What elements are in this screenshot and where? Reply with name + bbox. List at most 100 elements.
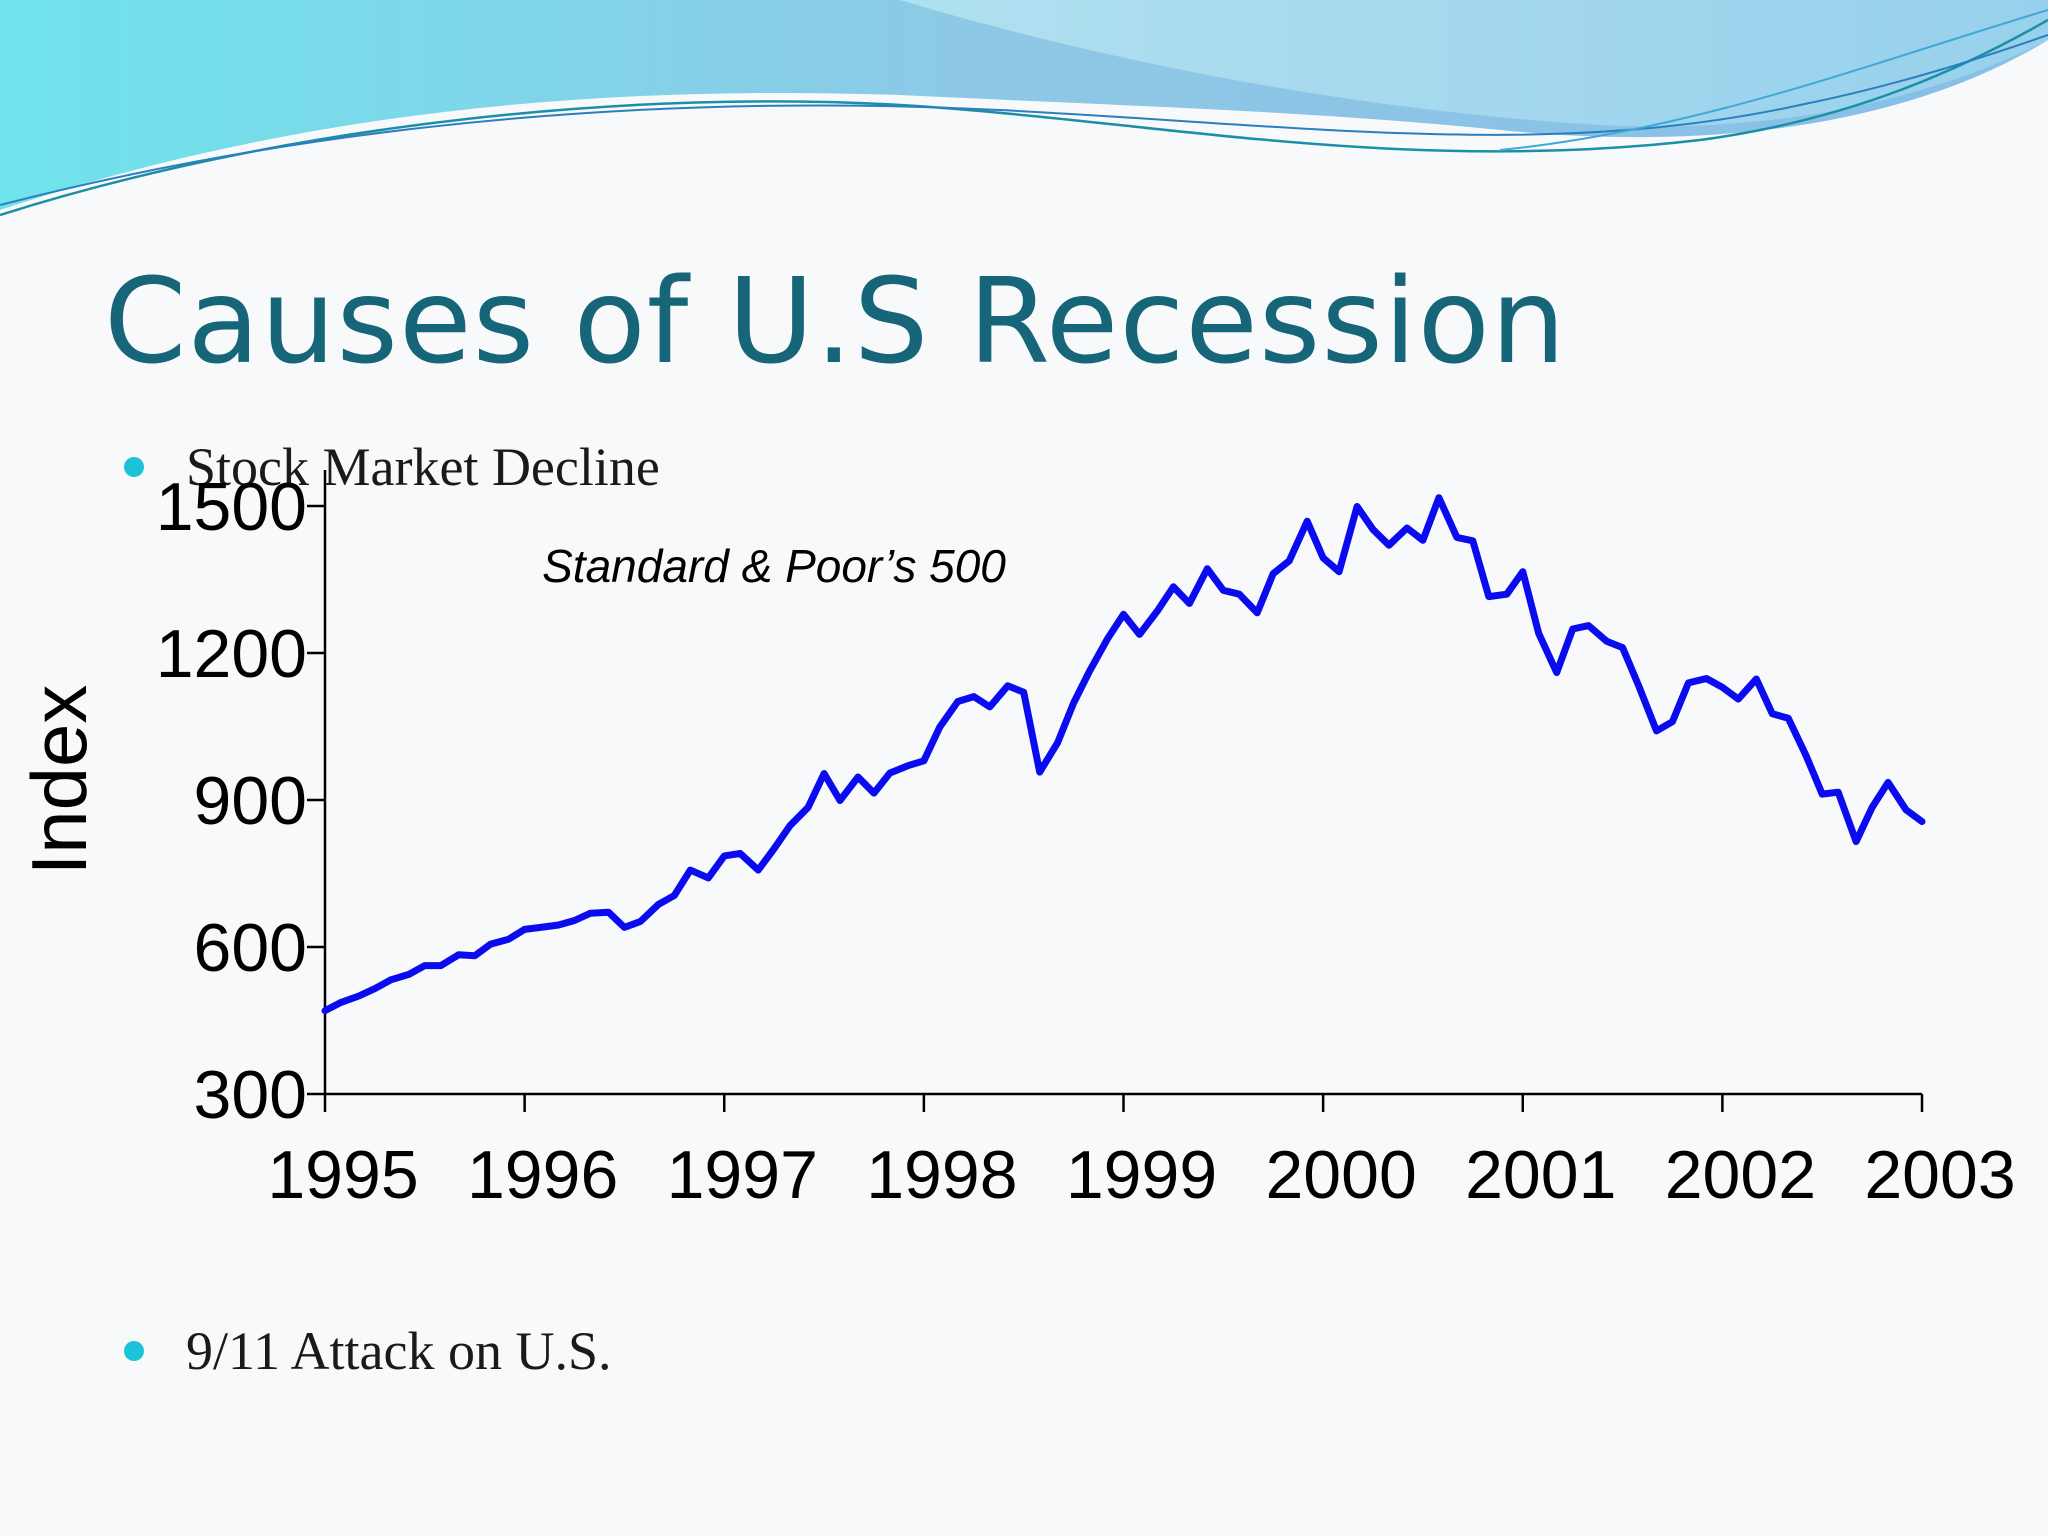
data-point xyxy=(1123,613,1124,615)
slide-title: Causes of U.S Recession xyxy=(104,252,1567,390)
data-point xyxy=(458,954,460,956)
x-tick-label: 1997 xyxy=(667,1137,818,1213)
data-point xyxy=(623,926,625,928)
data-point xyxy=(608,911,609,913)
data-point xyxy=(574,920,575,921)
data-point xyxy=(1755,678,1757,680)
data-point xyxy=(1073,702,1075,704)
data-point xyxy=(374,988,376,990)
bullet-item: 9/11 Attack on U.S. xyxy=(124,1320,612,1382)
x-tick-label: 2003 xyxy=(1864,1137,2015,1213)
data-point xyxy=(1472,540,1474,542)
chart-ticks: 1995 1996 1997 1998 1999 2000 2001 2002 2003 1500… xyxy=(156,469,2016,1213)
data-point xyxy=(1837,791,1839,793)
chart-labels: Index Standard & Poor’s 500 xyxy=(15,540,1006,875)
data-point xyxy=(973,696,975,698)
data-point xyxy=(939,726,941,728)
data-point xyxy=(1506,593,1508,595)
data-point xyxy=(1156,610,1158,612)
data-point xyxy=(1572,628,1574,630)
data-point xyxy=(358,995,360,997)
data-point xyxy=(490,943,492,945)
data-point xyxy=(1588,625,1590,627)
data-point xyxy=(707,877,709,879)
x-tick-label: 2002 xyxy=(1665,1137,1816,1213)
data-point xyxy=(1222,589,1224,591)
data-point xyxy=(1322,557,1324,559)
data-point xyxy=(1238,593,1240,595)
data-point xyxy=(1338,571,1340,573)
data-point xyxy=(807,806,809,808)
data-point xyxy=(440,965,442,967)
data-point xyxy=(1422,539,1424,541)
data-point xyxy=(1887,781,1889,783)
data-point xyxy=(1871,806,1873,808)
data-point xyxy=(1672,721,1673,723)
data-point xyxy=(673,895,675,896)
data-point xyxy=(424,965,426,967)
bullet-dot-icon xyxy=(124,1341,144,1361)
data-point xyxy=(1256,612,1258,614)
data-point xyxy=(1805,755,1807,757)
data-point xyxy=(639,921,641,922)
data-point xyxy=(873,792,875,794)
data-point xyxy=(1638,684,1639,686)
bullet-dot-icon xyxy=(124,457,144,477)
data-point xyxy=(1705,678,1707,679)
data-point xyxy=(524,928,526,930)
y-tick-label: 600 xyxy=(194,910,307,986)
data-point xyxy=(889,772,891,774)
x-tick-label: 1995 xyxy=(267,1137,418,1213)
y-tick-label: 1500 xyxy=(156,469,307,545)
header-wave-decoration xyxy=(0,0,2048,217)
data-point xyxy=(1356,506,1358,507)
data-point xyxy=(1206,568,1208,570)
data-point xyxy=(1456,536,1458,538)
y-axis-label: Index xyxy=(15,685,103,876)
x-tick-label: 1996 xyxy=(467,1137,618,1213)
data-point xyxy=(989,706,991,708)
data-point xyxy=(474,955,476,957)
data-point xyxy=(324,1010,326,1012)
data-point xyxy=(857,776,859,778)
data-point xyxy=(1606,640,1608,642)
y-tick-label: 300 xyxy=(194,1057,307,1133)
data-point xyxy=(1737,698,1739,700)
bullet-text: Stock Market Decline xyxy=(186,437,660,497)
data-point xyxy=(723,855,725,857)
data-point xyxy=(1023,691,1025,693)
data-point xyxy=(839,800,841,801)
data-point xyxy=(1787,717,1789,719)
data-point xyxy=(1139,633,1140,635)
x-tick-label: 1999 xyxy=(1066,1137,1217,1213)
bullet-text: 9/11 Attack on U.S. xyxy=(186,1321,612,1381)
data-point xyxy=(1188,603,1190,604)
data-point xyxy=(1622,647,1624,649)
data-point xyxy=(1687,682,1689,684)
data-point xyxy=(923,760,925,762)
x-tick-label: 1998 xyxy=(866,1137,1017,1213)
data-point xyxy=(789,825,791,826)
data-point xyxy=(390,979,392,981)
data-point xyxy=(1089,670,1091,672)
data-point xyxy=(1107,638,1108,640)
data-point xyxy=(657,903,659,905)
data-point xyxy=(1272,573,1274,575)
data-point xyxy=(773,848,775,849)
data-point xyxy=(1172,586,1174,588)
data-point xyxy=(1488,596,1490,598)
data-point xyxy=(408,973,410,975)
data-point xyxy=(1039,771,1041,773)
x-tick-label: 2001 xyxy=(1465,1137,1616,1213)
chart-title: Standard & Poor’s 500 xyxy=(542,540,1006,592)
data-point xyxy=(1007,685,1009,687)
data-point xyxy=(1771,713,1773,715)
data-point xyxy=(1057,742,1059,744)
y-tick-label: 900 xyxy=(194,763,307,839)
data-point xyxy=(907,765,909,767)
data-point xyxy=(1905,809,1907,811)
data-point xyxy=(1406,527,1408,529)
data-point xyxy=(689,869,691,871)
data-point xyxy=(1306,520,1308,522)
